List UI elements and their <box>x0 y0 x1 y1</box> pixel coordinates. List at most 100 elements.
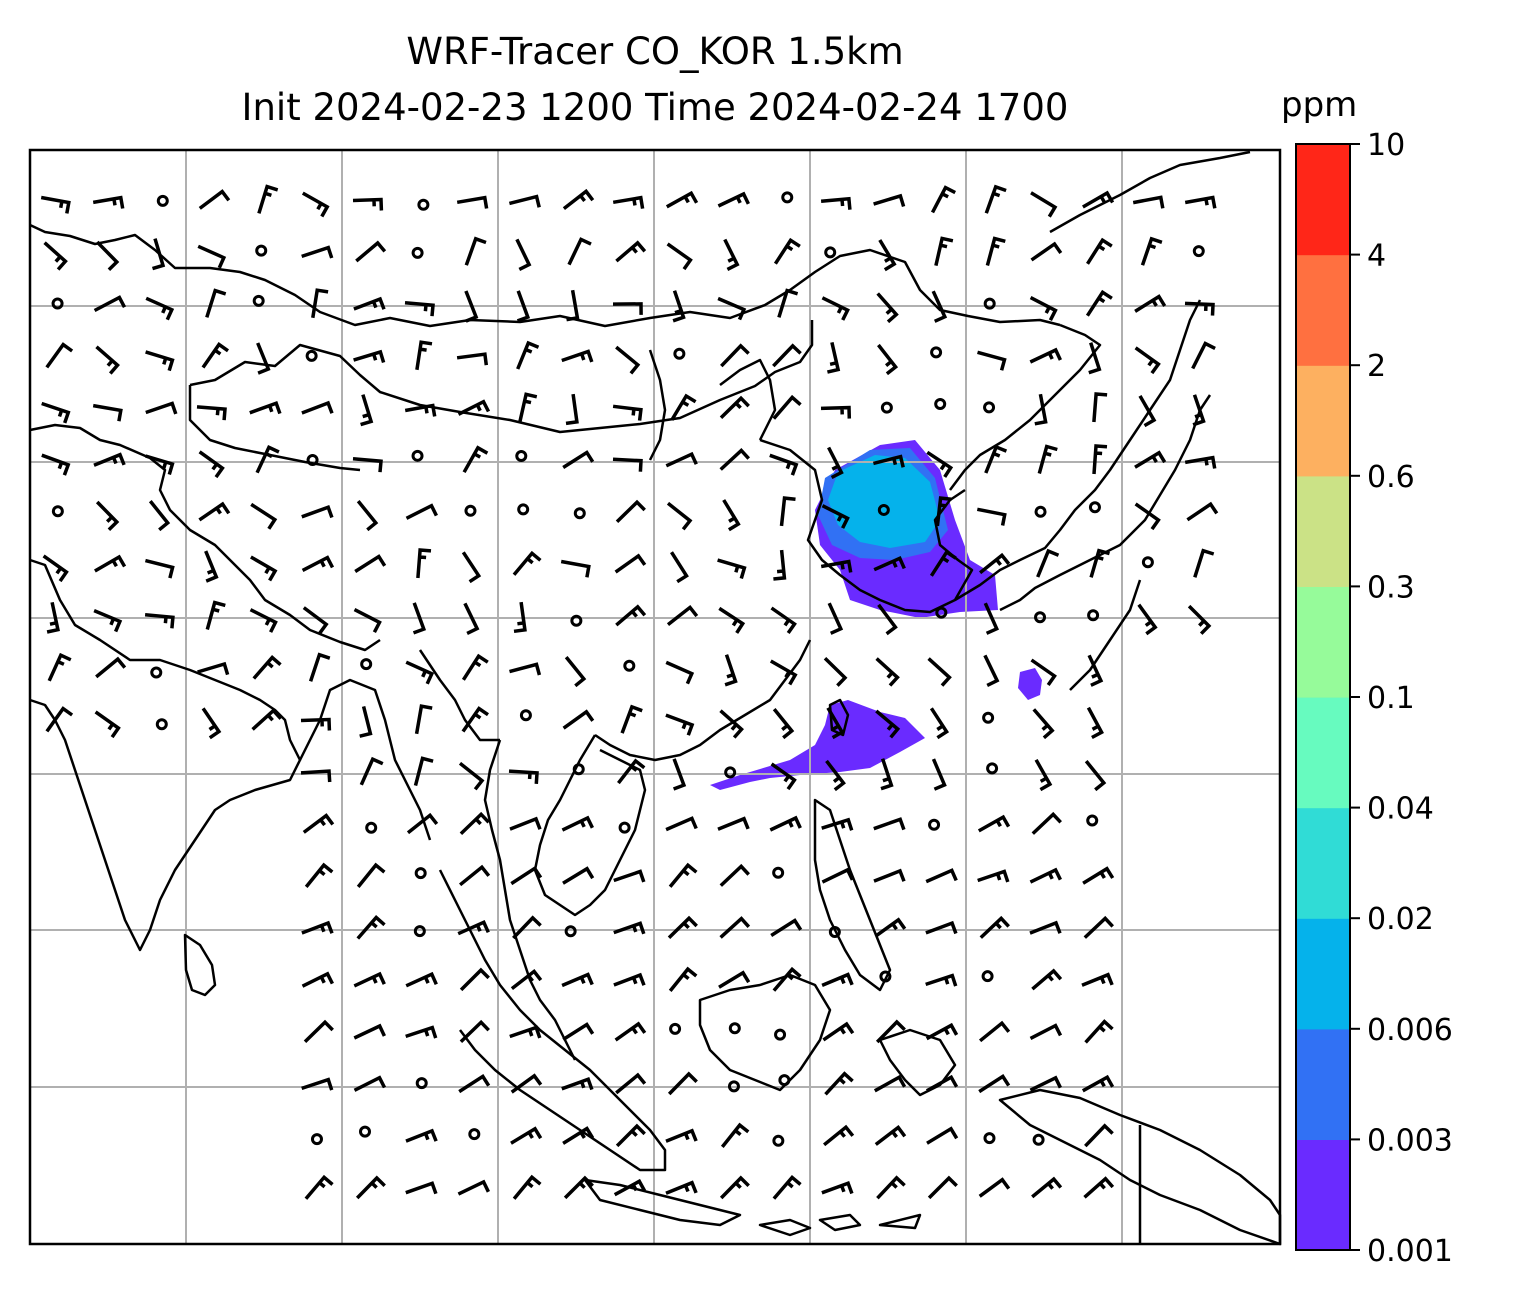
wind-barb <box>1187 604 1212 635</box>
calm-wind-marker <box>564 925 577 938</box>
coastline-segment <box>758 1218 812 1237</box>
calm-wind-marker <box>572 763 585 776</box>
wind-barb <box>617 758 646 785</box>
wind-barb <box>1032 708 1055 740</box>
map-subtitle: Init 2024-02-23 1200 Time 2024-02-24 170… <box>241 86 1069 129</box>
wind-barb <box>95 656 127 679</box>
calm-wind-marker <box>365 821 378 834</box>
wind-barb <box>1134 502 1161 531</box>
wind-barb <box>197 244 227 269</box>
coastline-segment <box>954 299 1202 602</box>
wind-barb <box>821 1180 854 1195</box>
wind-barb <box>670 551 689 584</box>
wind-barb <box>1029 296 1058 321</box>
wind-barb <box>93 452 126 467</box>
wind-barb <box>355 1175 386 1200</box>
wind-barb <box>257 184 279 214</box>
wind-barb <box>620 704 643 734</box>
wind-barb <box>822 1021 855 1042</box>
wind-barb <box>459 864 491 887</box>
wind-barb <box>45 342 74 369</box>
wind-barb <box>873 817 906 831</box>
wind-barb <box>874 1125 907 1146</box>
wind-barb <box>513 601 527 634</box>
wind-barb <box>562 450 595 469</box>
wind-barb <box>1029 1023 1063 1040</box>
colorbar-tick-label: 10 <box>1367 128 1405 163</box>
plume-region <box>1018 668 1042 700</box>
colorbar-tick-label: 0.003 <box>1367 1123 1453 1158</box>
wind-barb <box>929 707 950 740</box>
wind-barb <box>205 288 227 318</box>
wind-barb <box>462 445 489 474</box>
wind-barb <box>198 501 231 522</box>
wind-barb <box>873 555 906 572</box>
wind-barb <box>302 813 335 834</box>
wind-barb <box>301 504 334 519</box>
wind-barb <box>821 867 854 884</box>
wind-barb <box>197 661 230 676</box>
wind-barb <box>301 920 334 935</box>
coastline-segment <box>533 734 647 917</box>
wind-barb <box>823 656 848 687</box>
wind-barb <box>719 1175 750 1200</box>
wind-barb <box>456 352 489 366</box>
coastline-segment <box>188 385 361 472</box>
coastline-segment <box>298 678 432 841</box>
wind-barb <box>304 862 334 888</box>
wind-barb <box>666 242 693 271</box>
wind-barb <box>665 1128 698 1143</box>
calm-wind-marker <box>417 198 430 211</box>
calm-wind-marker <box>877 503 890 516</box>
wind-barb <box>1134 450 1167 469</box>
wind-barb <box>564 656 587 688</box>
wind-barb <box>464 236 487 266</box>
wind-barb <box>1092 444 1108 475</box>
calm-wind-marker <box>1088 501 1101 514</box>
wind-barb <box>770 762 797 791</box>
colorbar-band <box>1296 254 1350 366</box>
wind-barb <box>151 238 166 271</box>
wind-barb <box>562 709 595 730</box>
wind-barb <box>773 549 787 581</box>
colorbar-tick-label: 2 <box>1367 349 1386 384</box>
wind-barb <box>457 919 490 936</box>
wind-barb <box>614 1021 647 1042</box>
wind-barb <box>925 973 958 987</box>
wind-barb <box>931 758 947 791</box>
wind-barb <box>561 972 594 988</box>
wind-barb <box>978 1073 1011 1094</box>
wind-barb <box>935 496 952 527</box>
wind-barb <box>1084 760 1107 792</box>
wind-barb <box>144 558 175 579</box>
wind-barb <box>92 403 123 422</box>
coastline-segment <box>698 973 832 1092</box>
coastline-segment <box>29 223 1061 328</box>
wind-barb <box>717 296 747 321</box>
wind-barb <box>201 342 230 369</box>
calm-wind-marker <box>880 401 893 414</box>
wind-barb <box>1134 346 1161 375</box>
wind-barb <box>672 758 687 791</box>
wind-barb <box>722 499 741 532</box>
wind-barb <box>250 502 278 530</box>
wind-barb <box>461 551 482 584</box>
wind-barb <box>1087 654 1104 687</box>
calm-wind-marker <box>150 666 163 679</box>
wind-barb <box>976 507 1007 526</box>
coastline-segment <box>1049 150 1251 234</box>
wind-barb <box>508 769 539 785</box>
colorbar-band <box>1296 918 1350 1030</box>
coastlines <box>29 150 1282 1246</box>
wind-barb <box>615 499 646 524</box>
wind-barb <box>311 288 329 319</box>
wind-barb <box>459 811 490 835</box>
wind-barb <box>510 1073 543 1094</box>
coastline-segment <box>183 933 217 997</box>
wind-barb <box>42 554 69 583</box>
wind-barb <box>45 706 74 733</box>
calm-wind-marker <box>360 658 373 671</box>
wind-barb <box>204 550 219 583</box>
calm-wind-marker <box>464 504 477 517</box>
wind-barb <box>821 817 854 831</box>
